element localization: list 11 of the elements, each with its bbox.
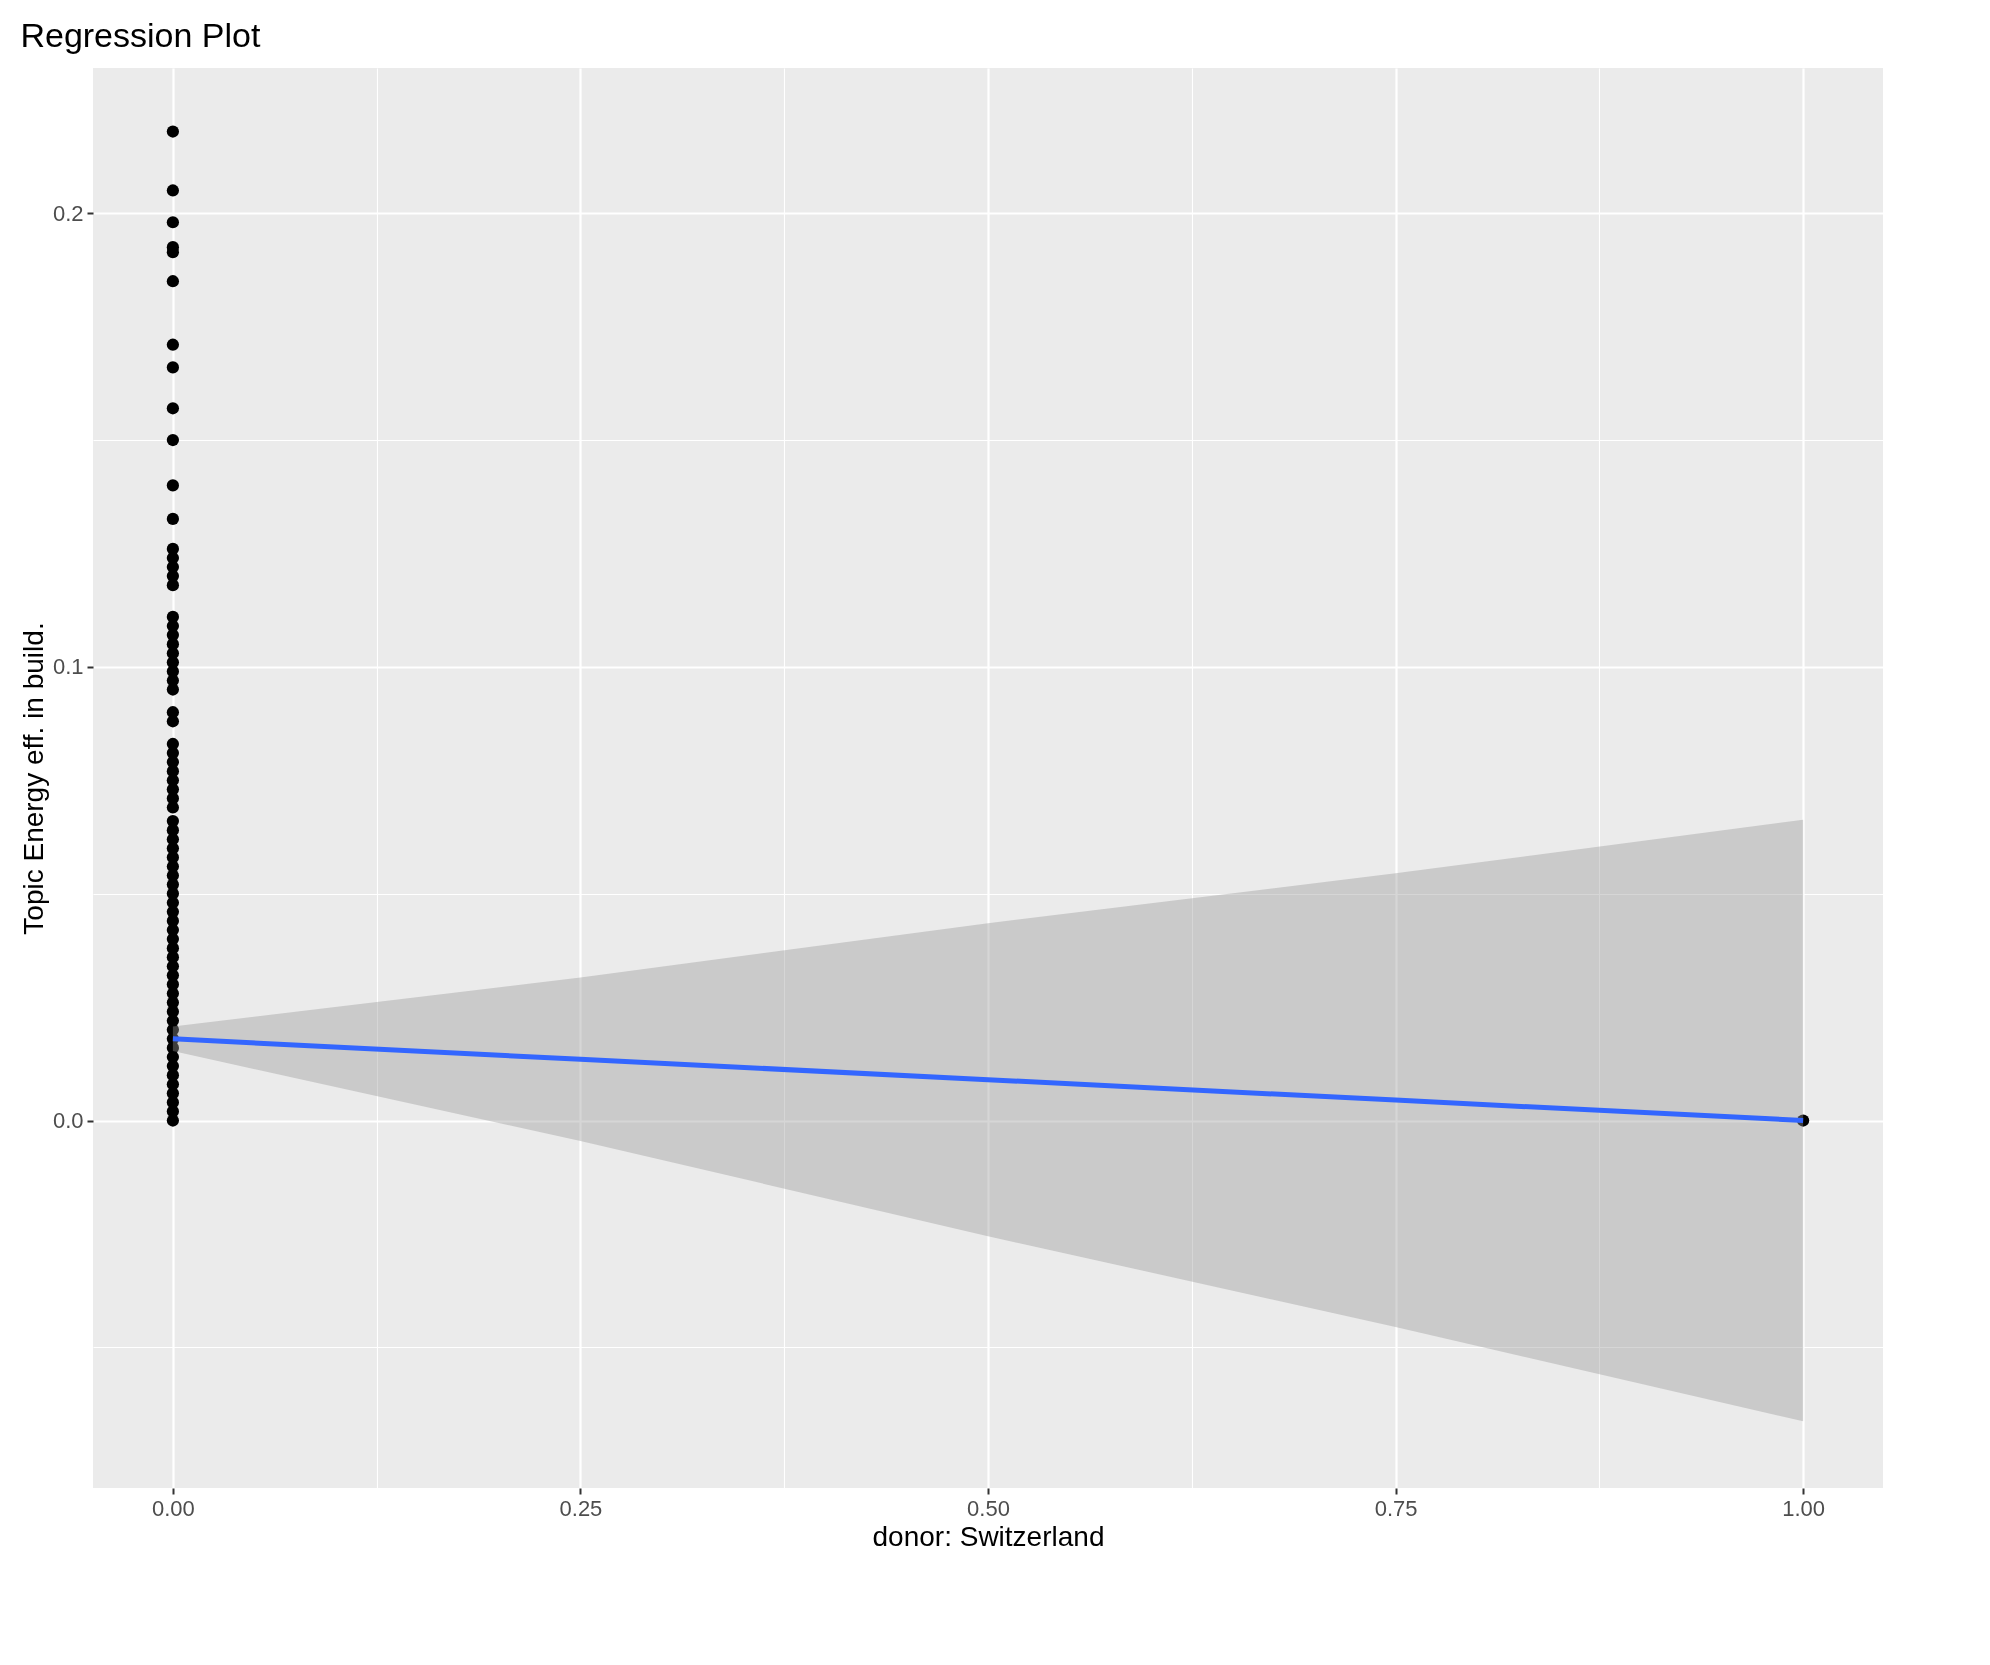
x-tick-label: 0.25 [559, 1495, 603, 1521]
y-tick-label: 0.0 [52, 1108, 84, 1134]
x-axis-title: donor: Switzerland [872, 1520, 1105, 1552]
x-tick-label: 0.50 [967, 1495, 1010, 1521]
x-tick-label: 0.75 [1374, 1495, 1418, 1521]
y-axis-title: Topic Energy eff. in build. [17, 622, 49, 935]
x-tick-label: 0.00 [151, 1495, 195, 1521]
x-tick-label: 1.00 [1782, 1495, 1826, 1521]
y-tick-label: 0.2 [52, 200, 84, 226]
y-tick-label: 0.1 [52, 654, 84, 680]
chart-title: Regression Plot [20, 16, 261, 54]
